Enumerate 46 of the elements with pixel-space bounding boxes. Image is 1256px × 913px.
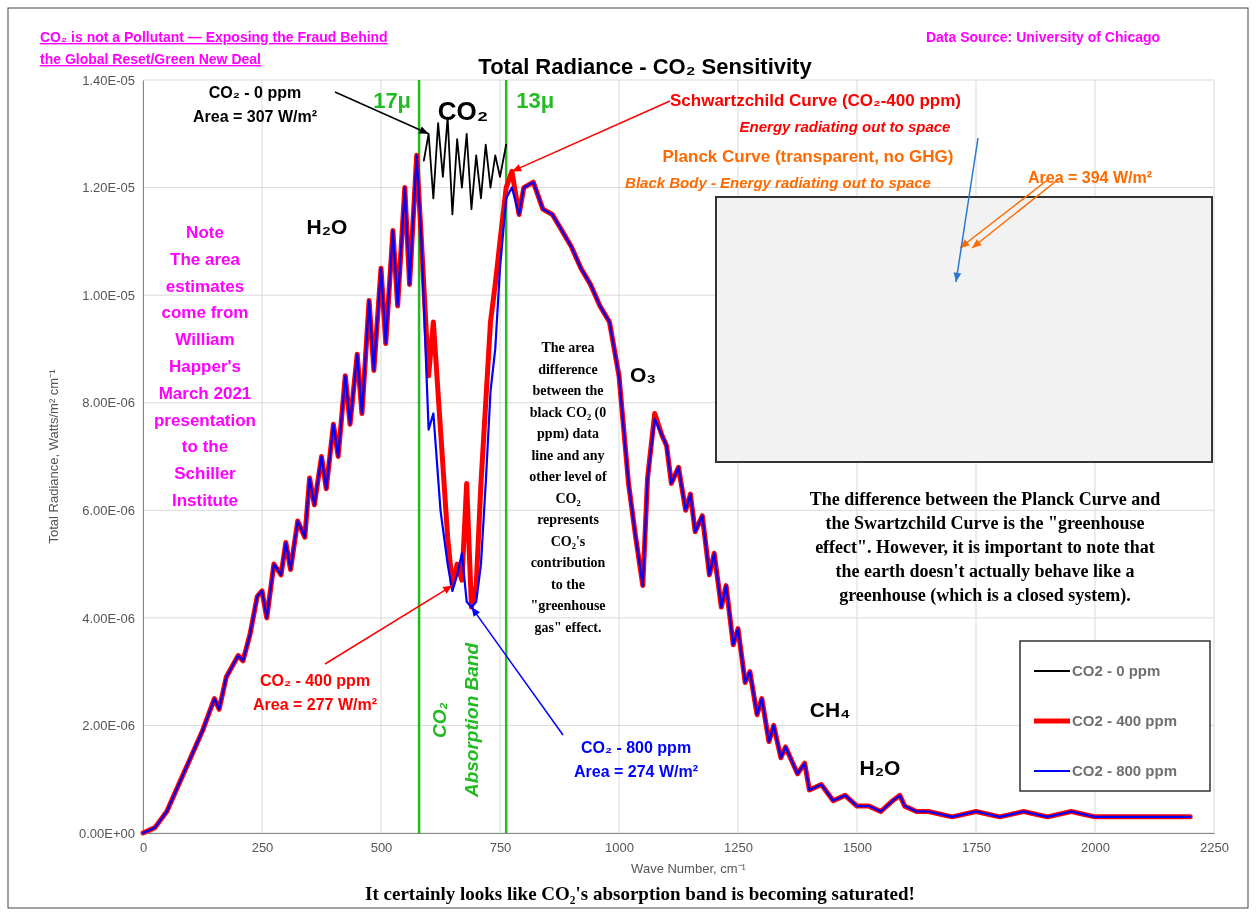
ref-line-label: 13μ (516, 88, 555, 113)
text: CO₂ is not a Pollutant — Exposing the Fraud Behind the Global Reset/Green New Deal (40, 29, 388, 67)
annotation: The difference between the Planck Curve and the Swartzchild Curve is the "greenhouse effect". However, it is important to note that the earth doesn't actually behave like a greenhouse (which is a closed system). (809, 489, 1161, 606)
y-axis-title: Total Radiance, Watts/m² cm⁻¹ (46, 368, 61, 544)
legend-label: CO2 - 400 ppm (1072, 712, 1178, 729)
annotation: Energy radiating out to space (739, 118, 951, 135)
chart-title: Total Radiance - CO₂ Sensitivity (478, 54, 813, 79)
annotation: CO₂ (437, 96, 489, 126)
source-note: Data Source: University of Chicago (925, 29, 1161, 45)
y-tick-label: 6.00E-06 (82, 502, 135, 518)
y-tick-label: 4.00E-06 (82, 610, 135, 626)
x-axis-title: Wave Number, cm⁻¹ (631, 861, 747, 876)
y-tick-label: 1.00E-05 (82, 287, 135, 303)
legend-label: CO2 - 0 ppm (1072, 662, 1161, 679)
x-tick-label: 1250 (724, 840, 753, 856)
x-tick-label: 500 (370, 840, 393, 856)
annotation: Schwartzchild Curve (CO₂-400 ppm) (670, 91, 961, 110)
y-tick-label: 8.00E-06 (82, 395, 135, 411)
annotation: CO₂ - 0 ppm Area = 307 W/m² (192, 84, 318, 125)
annotation: O₃ (629, 363, 657, 386)
x-tick-label: 1500 (843, 840, 872, 856)
annotation: H₂O (306, 215, 348, 238)
x-tick-label: 0 (139, 840, 148, 856)
y-tick-label: 1.40E-05 (82, 72, 135, 88)
text: The area difference between the black CO₂ (0 ppm) data line and any other level of CO₂ represents CO₂'s contribution to the "greenhouse gas" effect. (529, 340, 607, 635)
annotation: CO₂ Absorption Band (429, 642, 482, 799)
y-tick-label: 2.00E-06 (82, 718, 135, 734)
x-tick-label: 1000 (605, 840, 634, 856)
annotation: CH₄ (809, 698, 851, 721)
ref-line-label: 17μ (373, 88, 412, 113)
x-tick-label: 2250 (1200, 840, 1229, 856)
text: It certainly looks like CO₂'s absorption band is becoming saturated! (365, 883, 915, 904)
legend-label: CO2 - 800 ppm (1072, 762, 1178, 779)
x-tick-label: 750 (489, 840, 512, 856)
x-tick-label: 250 (251, 840, 274, 856)
x-tick-label: 1750 (962, 840, 991, 856)
annotation: Planck Curve (transparent, no GHG) (662, 147, 954, 166)
y-tick-label: 0.00E+00 (78, 825, 135, 841)
annotation: CO₂ - 800 ppm Area = 274 W/m² (573, 739, 699, 780)
x-tick-label: 2000 (1081, 840, 1110, 856)
text: Note The area estimates come from William Happer's March 2021 presentation to the Schiller Institute (153, 223, 257, 510)
annotation: Black Body - Energy radiating out to space (625, 174, 931, 191)
y-tick-label: 1.20E-05 (82, 180, 135, 196)
annotation: CO₂ - 400 ppm Area = 277 W/m² (252, 672, 378, 713)
annotation: H₂O (859, 756, 901, 779)
annotation: Area = 394 W/m² (1027, 169, 1153, 186)
